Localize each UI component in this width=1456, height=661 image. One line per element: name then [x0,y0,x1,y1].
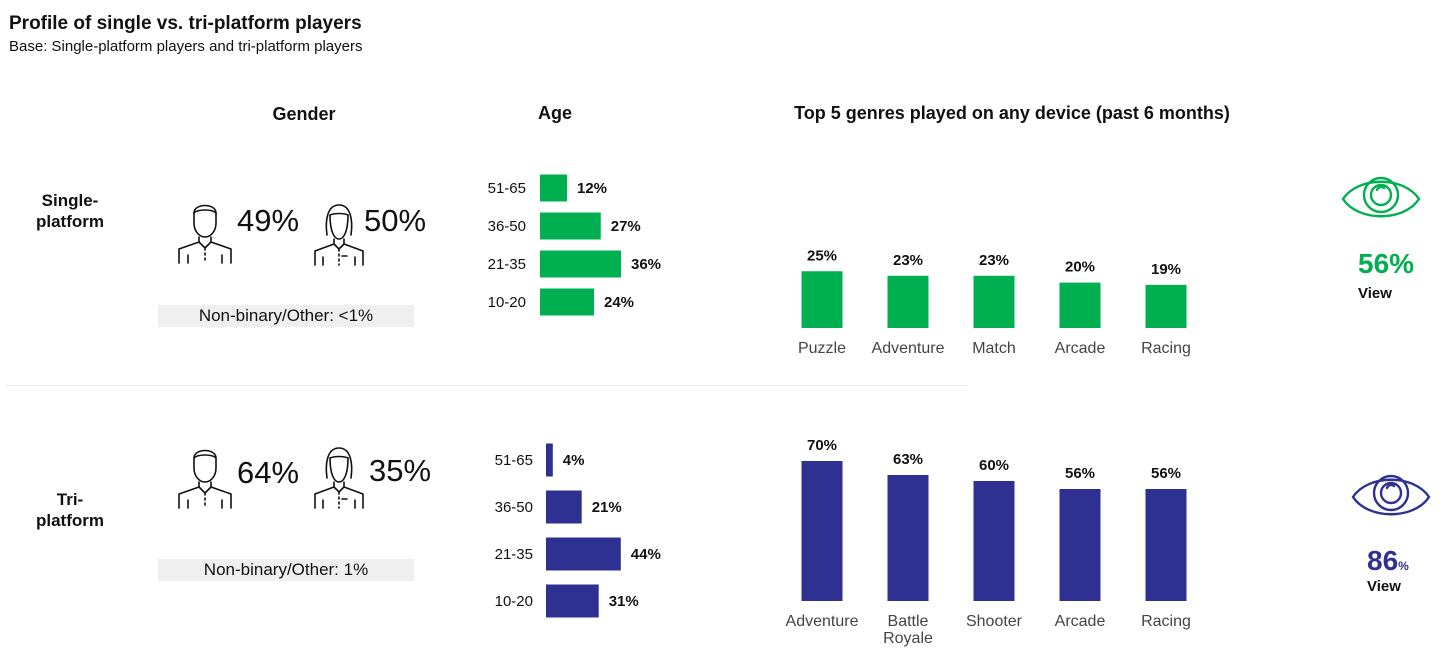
view-label: View [1358,285,1392,302]
eye-icon [1351,474,1431,516]
row-label-line: Single- [41,191,99,210]
age-chart-single-platform: 51-65 12% 36-50 27% 21-35 36% 10-20 24% [488,174,661,316]
age-category-label: 21-35 [488,256,526,273]
genre-value-label: 23% [893,252,923,269]
row-label-line: platform [36,212,104,232]
genre-bar [1059,489,1101,601]
male-person-icon [178,449,232,509]
age-category-label: 10-20 [488,294,526,311]
genre-value-label: 60% [979,457,1009,474]
row-label-line: platform [36,511,104,531]
genre-category-label: Arcade [1055,340,1106,357]
genre-chart-single-platform: 25% Puzzle 23% Adventure 23% Match 20% Arcade 19… [798,247,1191,357]
nonbinary-note: Non-binary/Other: <1% [158,305,414,327]
age-category-label: 51-65 [488,180,526,197]
genre-category-label: Shooter [966,613,1023,630]
row-label-single-platform: Single- platform [15,190,125,233]
age-bar [540,250,621,278]
genre-category-label: Puzzle [798,340,846,357]
genre-value-label: 20% [1065,259,1095,276]
genre-value-label: 56% [1065,465,1095,482]
age-bar [540,174,567,202]
view-percentage-suffix: % [1398,559,1409,573]
row-label-line: Tri- [56,490,84,509]
chart-subtitle: Base: Single-platform players and tri-pl… [9,38,363,55]
genre-bar [973,275,1015,328]
age-bar [546,490,582,524]
male-percentage: 64% [237,455,300,490]
genre-bar [801,461,843,601]
view-percentage-value: 56% [1358,248,1415,279]
age-bar [540,288,594,316]
female-percentage: 50% [364,203,427,238]
age-bar [540,212,601,240]
age-category-label: 51-65 [495,452,533,469]
view-label: View [1367,578,1401,595]
genre-value-label: 19% [1151,261,1181,278]
age-chart-tri-platform: 51-65 4% 36-50 21% 21-35 44% 10-20 31% [495,443,661,618]
age-category-label: 10-20 [495,593,533,610]
eye-icon [1341,176,1421,218]
nonbinary-note: Non-binary/Other: 1% [158,559,414,581]
genre-bar [1145,489,1187,601]
male-percentage: 49% [237,203,300,238]
age-category-label: 21-35 [495,546,533,563]
age-column-header: Age [537,103,572,123]
view-percentage: 56% [1358,248,1414,280]
female-person-icon [314,204,364,266]
age-value-label: 27% [611,218,641,235]
view-percentage-value: 86 [1367,545,1399,576]
genre-category-label: Racing [1141,613,1191,630]
genre-bar [1059,282,1101,328]
genre-bar [1145,284,1187,328]
genre-bar [887,275,929,328]
genre-value-label: 25% [807,247,837,264]
age-value-label: 44% [631,546,661,563]
age-category-label: 36-50 [488,218,526,235]
age-value-label: 36% [631,256,661,273]
genre-value-label: 56% [1151,465,1181,482]
genres-column-header: Top 5 genres played on any device (past … [794,103,1230,123]
genre-bar [887,475,929,601]
genre-category-label: Adventure [786,613,859,630]
genre-category-label: Arcade [1055,613,1106,630]
age-value-label: 12% [577,180,607,197]
view-percentage: 86% [1367,545,1409,577]
section-divider [6,385,968,386]
age-bar [546,443,553,477]
age-bar [546,537,621,571]
genre-category-label: Match [972,340,1016,357]
age-value-label: 24% [604,294,634,311]
gender-column-header: Gender [272,104,336,124]
genre-category-label: Royale [883,630,933,647]
age-value-label: 4% [563,452,585,469]
genre-bar [973,481,1015,601]
genre-category-label: Battle [888,613,929,630]
genre-bar [801,271,843,328]
genre-category-label: Racing [1141,340,1191,357]
row-label-tri-platform: Tri- platform [15,489,125,532]
genre-value-label: 70% [807,437,837,454]
male-person-icon [178,204,232,264]
age-category-label: 36-50 [495,499,533,516]
genre-value-label: 23% [979,252,1009,269]
genre-category-label: Adventure [872,340,945,357]
genre-value-label: 63% [893,451,923,468]
age-value-label: 21% [592,499,622,516]
age-value-label: 31% [609,593,639,610]
age-bar [546,584,599,618]
female-person-icon [314,447,364,509]
female-percentage: 35% [369,453,432,488]
chart-title: Profile of single vs. tri-platform playe… [9,13,362,34]
